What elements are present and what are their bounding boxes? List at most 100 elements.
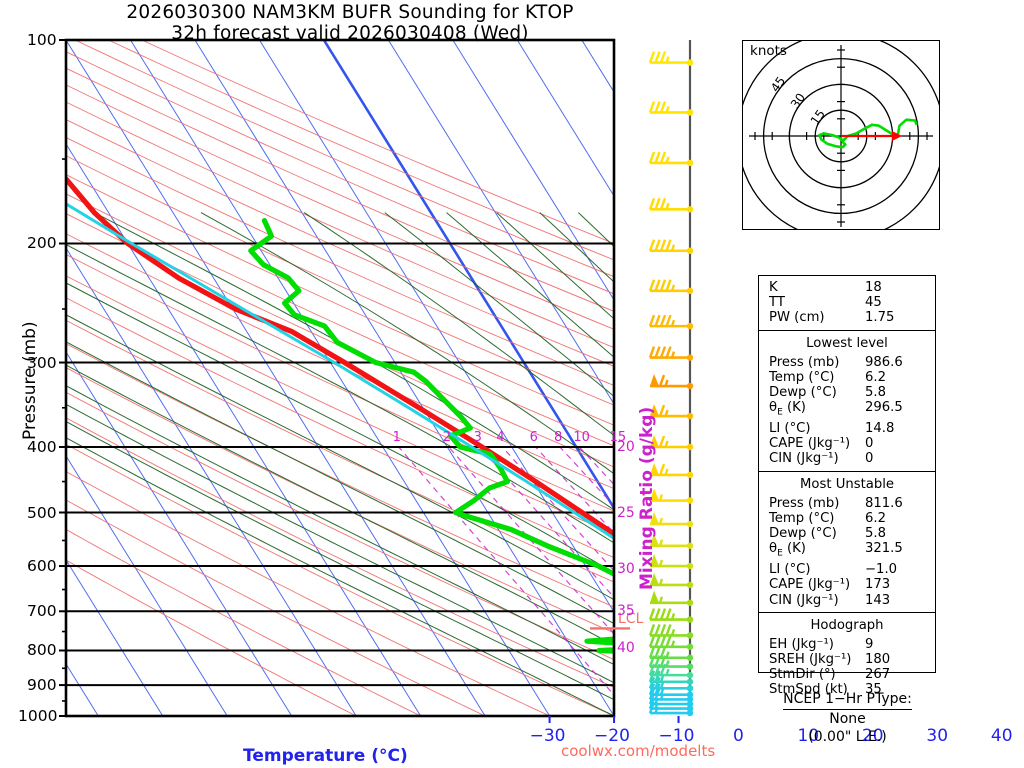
most-unstable-row: θE (K) 321.5 bbox=[769, 541, 935, 562]
lowest-level-row: Press (mb) 986.6 bbox=[769, 355, 935, 370]
stat-value: 18 bbox=[865, 280, 882, 295]
x-axis-title: Temperature (°C) bbox=[243, 746, 408, 766]
lowest-level-row: Dewp (°C) 5.8 bbox=[769, 385, 935, 400]
stat-key: Temp (°C) bbox=[769, 369, 835, 385]
ptype-amount: (0.00" L.E.) bbox=[808, 729, 887, 745]
stat-key: Temp (°C) bbox=[769, 510, 835, 526]
stat-key: θE (K) bbox=[769, 541, 806, 559]
stat-value: 14.8 bbox=[865, 421, 895, 437]
stat-key: θE (K) bbox=[769, 400, 806, 418]
stat-value: 267 bbox=[865, 667, 891, 683]
stat-key: Press (mb) bbox=[769, 495, 840, 511]
y-tick-label: 700 bbox=[27, 602, 57, 621]
lowest-level-row: CAPE (Jkg⁻¹) 0 bbox=[769, 436, 935, 451]
indices-table: K 18 TT 45 PW (cm) 1.75 bbox=[759, 276, 935, 330]
most-unstable-row: CAPE (Jkg⁻¹) 173 bbox=[769, 577, 935, 592]
index-row: TT 45 bbox=[769, 295, 935, 310]
hodograph-stat-row: EH (Jkg⁻¹) 9 bbox=[769, 637, 935, 652]
mixing-ratio-right-label: 20 bbox=[617, 438, 635, 455]
index-row: K 18 bbox=[769, 280, 935, 295]
stat-value: 45 bbox=[865, 295, 882, 311]
most-unstable-heading: Most Unstable bbox=[800, 476, 894, 492]
x-tick-label: −20 bbox=[594, 726, 630, 746]
skewt-diagram bbox=[59, 38, 694, 723]
stat-value: 5.8 bbox=[865, 526, 886, 542]
stat-value: 173 bbox=[865, 577, 891, 593]
stat-value: 6.2 bbox=[865, 510, 886, 526]
y-tick-label: 1000 bbox=[18, 707, 58, 725]
mixing-ratio-label: 3 bbox=[473, 429, 482, 445]
stat-value: 321.5 bbox=[865, 541, 903, 557]
x-tick-label: 20 bbox=[861, 726, 884, 746]
x-tick-label: 10 bbox=[797, 726, 820, 746]
svg-text:30: 30 bbox=[788, 91, 808, 112]
mixing-ratio-label: 15 bbox=[609, 429, 627, 445]
most-unstable-table: Press (mb) 811.6 Temp (°C) 6.2 Dewp (°C) 5.8 θ… bbox=[759, 493, 935, 612]
x-tick-label: 0 bbox=[733, 726, 744, 746]
svg-text:15: 15 bbox=[808, 107, 828, 128]
mixing-ratio-right-label: 35 bbox=[617, 602, 635, 619]
y-tick-label: 300 bbox=[27, 353, 57, 372]
hodograph-stats-heading: Hodograph bbox=[810, 617, 884, 633]
mixing-ratio-label: 2 bbox=[442, 429, 451, 445]
x-tick-label: −10 bbox=[658, 726, 695, 746]
watermark: coolwx.com/modelts bbox=[561, 742, 716, 760]
x-tick-label: 40 bbox=[990, 726, 1013, 746]
ptype-value: None bbox=[829, 711, 866, 727]
hodograph-units-label: knots bbox=[750, 43, 787, 59]
mixing-ratio-label: 1 bbox=[392, 429, 401, 445]
mixing-ratio-right-label: 40 bbox=[617, 640, 635, 657]
stat-value: 5.8 bbox=[865, 385, 886, 401]
mixing-ratio-label: 8 bbox=[553, 429, 563, 445]
hodograph-panel: knots 15 30 45 bbox=[737, 32, 945, 240]
most-unstable-row: LI (°C) −1.0 bbox=[769, 562, 935, 577]
title-line-1: 2026030300 NAM3KM BUFR Sounding for KTOP bbox=[126, 2, 574, 23]
stat-key: Dewp (°C) bbox=[769, 526, 837, 542]
stat-value: 0 bbox=[865, 451, 874, 467]
stat-key: K bbox=[769, 280, 778, 295]
mixing-ratio-label: 10 bbox=[573, 429, 590, 445]
lowest-level-heading: Lowest level bbox=[806, 335, 888, 351]
y-tick-label: 600 bbox=[27, 557, 57, 576]
stat-key: SREH (Jkg⁻¹) bbox=[769, 651, 852, 667]
y-axis-title: Pressure (mb) bbox=[20, 321, 40, 440]
stat-value: 180 bbox=[865, 651, 891, 667]
x-tick-label: −30 bbox=[529, 726, 566, 746]
stat-value: 6.2 bbox=[865, 369, 886, 385]
stats-panel: K 18 TT 45 PW (cm) 1.75 Lowest level Press (m… bbox=[758, 275, 936, 697]
y-tick-label: 800 bbox=[27, 641, 57, 660]
stat-key: LI (°C) bbox=[769, 421, 811, 437]
stat-key: CIN (Jkg⁻¹) bbox=[769, 451, 839, 467]
stat-key: CAPE (Jkg⁻¹) bbox=[769, 577, 851, 593]
most-unstable-row: Temp (°C) 6.2 bbox=[769, 511, 935, 526]
lowest-level-row: Temp (°C) 6.2 bbox=[769, 370, 935, 385]
stat-key: LI (°C) bbox=[769, 562, 811, 578]
mixing-ratio-right-label: 30 bbox=[617, 560, 635, 577]
stat-key: PW (cm) bbox=[769, 310, 825, 326]
ptype-block: NCEP 1−Hr PType: None (0.00" L.E.) bbox=[740, 690, 955, 746]
mixing-ratio-right-label: 25 bbox=[617, 505, 635, 522]
stat-key: Dewp (°C) bbox=[769, 385, 837, 401]
most-unstable-row: CIN (Jkg⁻¹) 143 bbox=[769, 593, 935, 608]
hodograph-stats-table: EH (Jkg⁻¹) 9 SREH (Jkg⁻¹) 180 StmDir (°) 267 S… bbox=[759, 634, 935, 702]
y-tick-label: 500 bbox=[27, 503, 57, 522]
stat-value: 986.6 bbox=[865, 354, 903, 370]
hodograph-stat-row: StmDir (°) 267 bbox=[769, 667, 935, 682]
x-tick-label: 30 bbox=[926, 726, 949, 746]
y-tick-label: 400 bbox=[27, 437, 57, 456]
svg-text:45: 45 bbox=[768, 74, 788, 95]
stat-value: 811.6 bbox=[865, 495, 903, 511]
lcl-label: LCL bbox=[618, 611, 644, 627]
stat-value: 35 bbox=[865, 682, 882, 698]
hodograph-stat-row: SREH (Jkg⁻¹) 180 bbox=[769, 652, 935, 667]
stat-key: StmSpd (kt) bbox=[769, 682, 848, 698]
mixing-ratio-label: 6 bbox=[529, 429, 538, 445]
lowest-level-table: Press (mb) 986.6 Temp (°C) 6.2 Dewp (°C) 5.8 θ… bbox=[759, 352, 935, 471]
stat-value: −1.0 bbox=[865, 562, 898, 578]
ptype-header: NCEP 1−Hr PType: bbox=[783, 690, 912, 710]
stat-key: StmDir (°) bbox=[769, 667, 836, 683]
most-unstable-row: Dewp (°C) 5.8 bbox=[769, 526, 935, 541]
stat-value: 143 bbox=[865, 592, 891, 608]
stat-key: CAPE (Jkg⁻¹) bbox=[769, 436, 851, 452]
